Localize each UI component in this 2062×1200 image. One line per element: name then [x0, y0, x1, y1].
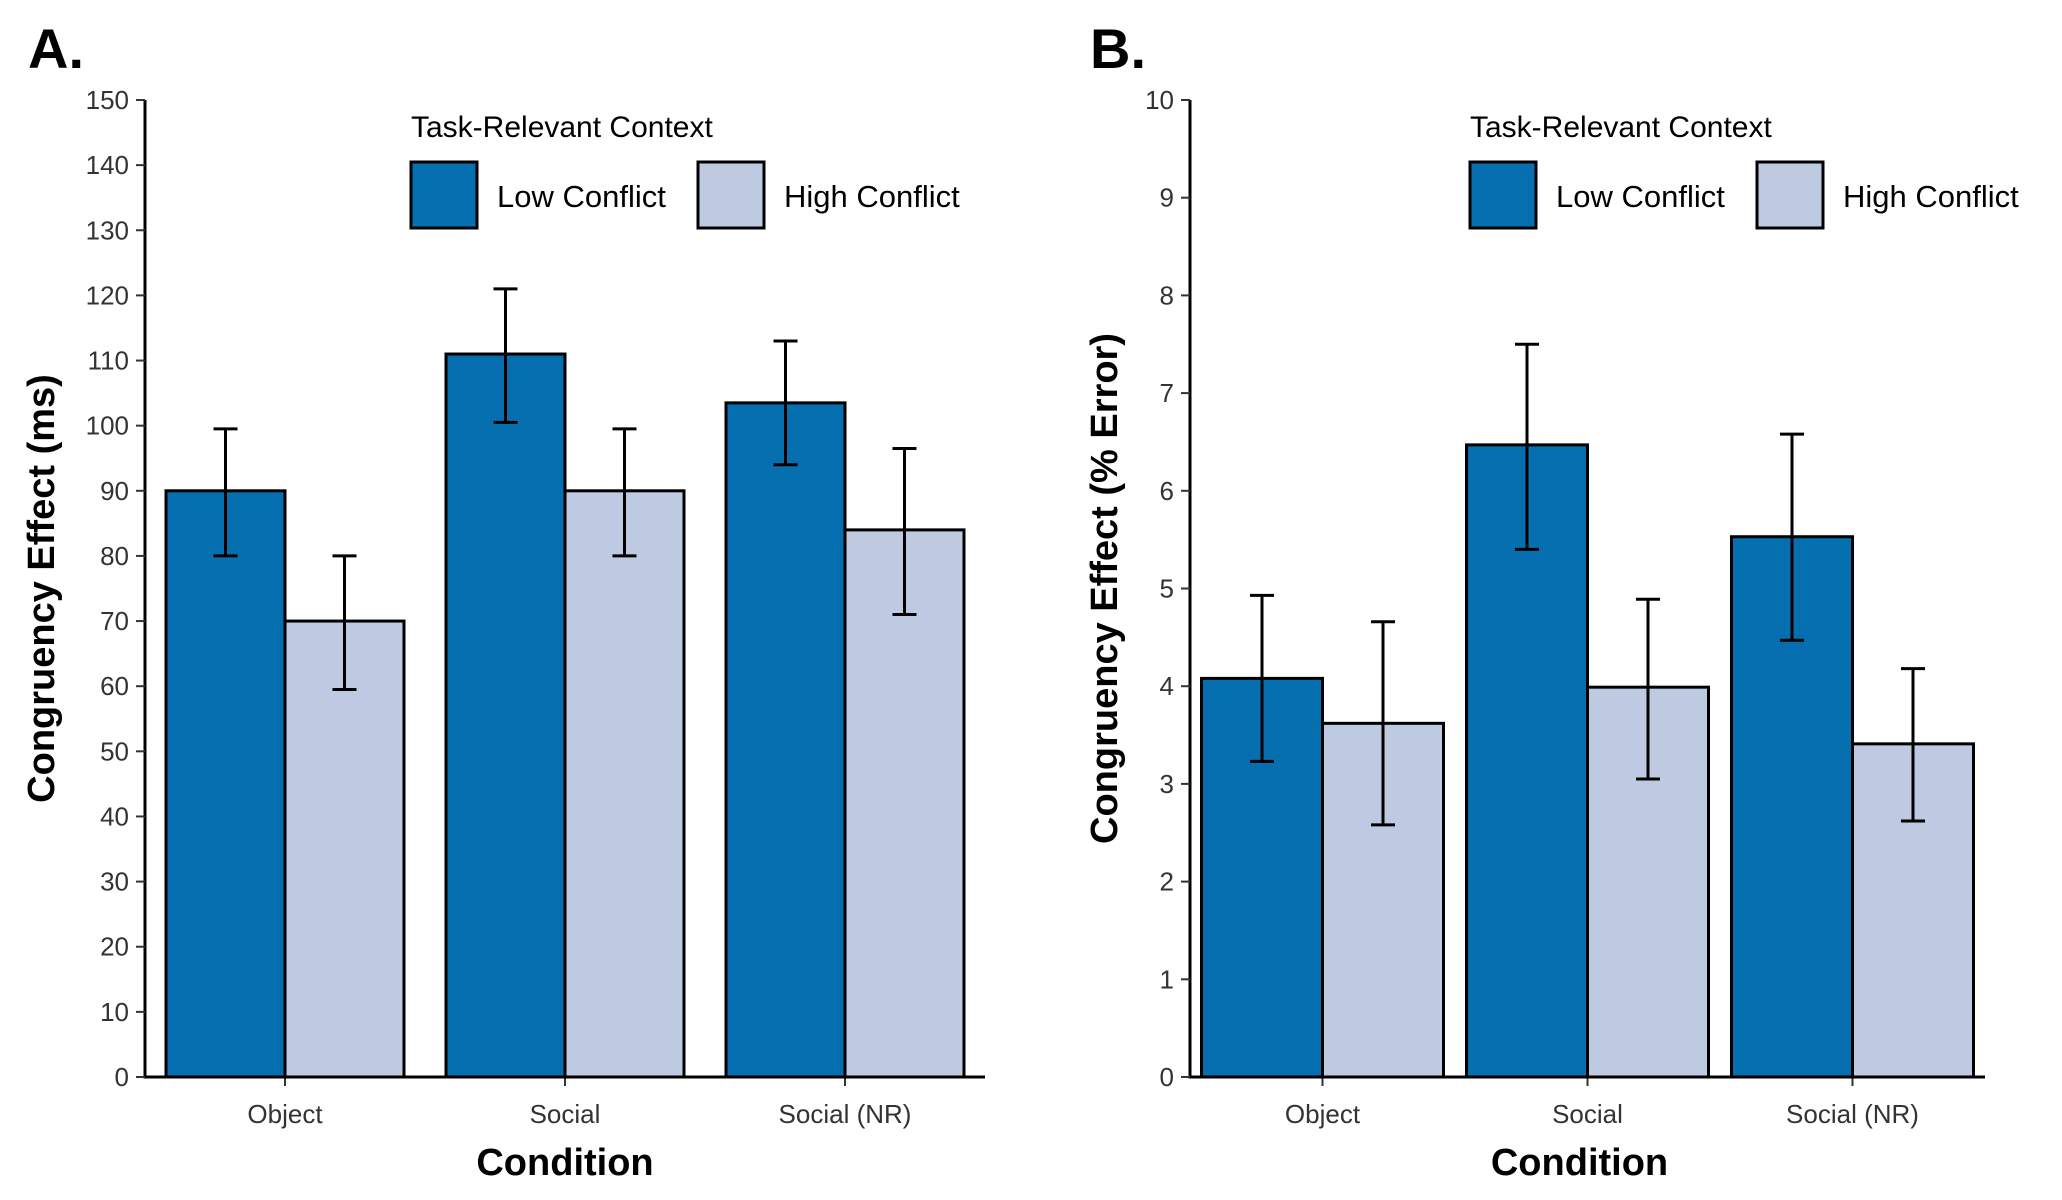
x-tick-label: Social (NR): [779, 1099, 912, 1129]
x-tick-label: Social: [1552, 1099, 1623, 1129]
y-tick-label: 140: [86, 150, 129, 180]
error-bar-low-conflict-2: [773, 339, 798, 467]
error-bar-high-conflict-0: [332, 554, 357, 691]
x-tick-label: Social (NR): [1786, 1099, 1919, 1129]
y-tick-label: 0: [115, 1062, 129, 1092]
x-tick-label: Object: [1285, 1099, 1361, 1129]
x-tick-label: Object: [247, 1099, 323, 1129]
y-tick-label: 10: [1145, 85, 1174, 115]
y-tick-label: 90: [100, 476, 129, 506]
y-tick-label: 2: [1160, 867, 1174, 897]
y-tick-label: 8: [1160, 280, 1174, 310]
legend-label-low-conflict: Low Conflict: [497, 179, 666, 214]
y-tick-label: 30: [100, 867, 129, 897]
y-tick-label: 4: [1160, 671, 1174, 701]
error-bar-low-conflict-0: [213, 427, 238, 558]
y-tick-label: 1: [1160, 964, 1174, 994]
x-axis-title: Condition: [476, 1142, 653, 1184]
x-axis-title: Condition: [1491, 1142, 1668, 1184]
y-axis-title: Congruency Effect (% Error): [1084, 333, 1126, 844]
y-tick-label: 120: [86, 280, 129, 310]
bar-high-conflict-1: [563, 489, 686, 1079]
y-tick-label: 130: [86, 215, 129, 245]
legend-title: Task-Relevant Context: [411, 111, 713, 144]
legend-key-low-conflict: [1468, 160, 1538, 230]
legend-key-high-conflict: [1755, 160, 1825, 230]
y-tick-label: 80: [100, 541, 129, 571]
y-tick-label: 70: [100, 606, 129, 636]
y-tick-label: 9: [1160, 183, 1174, 213]
error-bar-high-conflict-1: [612, 427, 637, 558]
legend-label-high-conflict: High Conflict: [1843, 179, 2019, 214]
bar-high-conflict-2: [843, 528, 966, 1079]
error-bar-low-conflict-2: [1780, 432, 1804, 642]
x-tick-label: Social: [530, 1099, 601, 1129]
y-tick-label: 20: [100, 932, 129, 962]
y-tick-label: 5: [1160, 574, 1174, 604]
panel-label: A.: [28, 17, 84, 80]
y-tick-label: 0: [1160, 1062, 1174, 1092]
bar-low-conflict-1: [444, 352, 567, 1079]
y-tick-label: 150: [86, 85, 129, 115]
y-tick-label: 7: [1160, 378, 1174, 408]
y-tick-label: 60: [100, 671, 129, 701]
error-bar-high-conflict-2: [892, 446, 917, 617]
legend-key-low-conflict: [409, 160, 479, 230]
legend-label-low-conflict: Low Conflict: [1556, 179, 1725, 214]
panel-label: B.: [1090, 17, 1146, 80]
y-axis-title: Congruency Effect (ms): [21, 374, 63, 803]
y-tick-label: 6: [1160, 476, 1174, 506]
error-bar-low-conflict-1: [1515, 342, 1539, 551]
bar-high-conflict-0: [283, 619, 406, 1079]
error-bar-low-conflict-1: [493, 287, 518, 424]
legend-key-high-conflict: [696, 160, 766, 230]
y-tick-label: 40: [100, 801, 129, 831]
bar-low-conflict-0: [164, 489, 287, 1079]
legend: Task-Relevant Context Low Conflict High Co…: [1468, 111, 2019, 230]
y-tick-label: 3: [1160, 769, 1174, 799]
chart-panel-b: B. Object Social Social (NR) 0 1 2 3 4 5 6 7 8 9 10 Con…: [1084, 17, 2019, 1184]
y-tick-label: 100: [86, 411, 129, 441]
bar-low-conflict-2: [724, 401, 847, 1079]
legend-title: Task-Relevant Context: [1470, 111, 1772, 144]
chart-panel-a: A. Object Social Social (NR) 0 10 20 30 40 50 60 70…: [21, 17, 985, 1184]
y-tick-label: 110: [88, 346, 129, 376]
y-tick-label: 50: [100, 736, 129, 766]
error-bar-high-conflict-1: [1636, 597, 1660, 781]
y-tick-label: 10: [100, 997, 129, 1027]
error-bar-high-conflict-0: [1371, 620, 1395, 827]
error-bar-low-conflict-0: [1250, 593, 1274, 763]
legend-label-high-conflict: High Conflict: [784, 179, 960, 214]
legend: Task-Relevant Context Low Conflict High Co…: [409, 111, 960, 230]
error-bar-high-conflict-2: [1901, 667, 1925, 823]
